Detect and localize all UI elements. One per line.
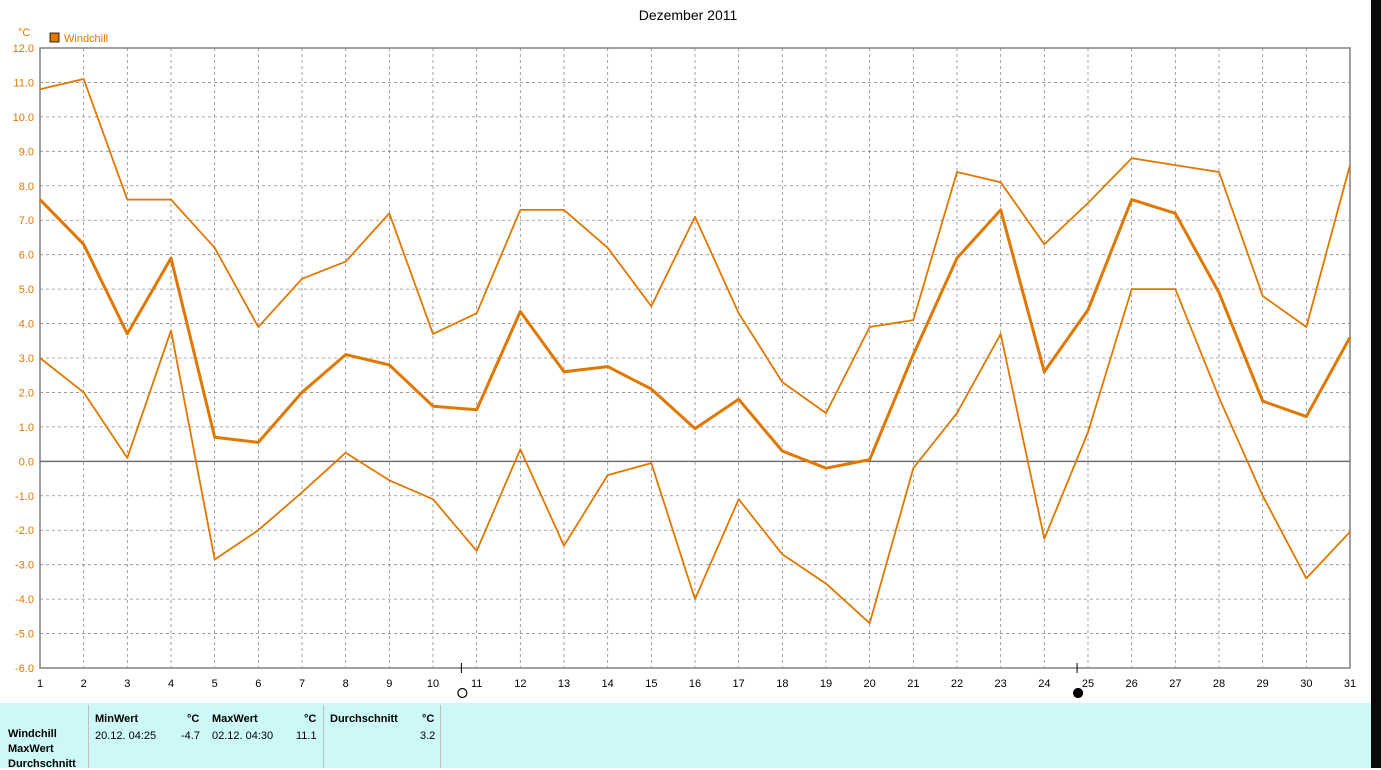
y-tick-label: 2.0 [19, 387, 34, 399]
y-axis-unit: °C [18, 27, 30, 39]
x-tick-label: 2 [81, 678, 87, 690]
x-tick-label: 18 [776, 678, 788, 690]
avg-value: 3.2 [420, 730, 436, 742]
x-tick-label: 17 [733, 678, 745, 690]
chart-canvas: Dezember 2011 °C Windchill 12.011.010.09… [13, 7, 1356, 699]
grid [39, 47, 1351, 669]
x-tick-label: 16 [689, 678, 701, 690]
stats-row-maxwert: MaxWert [8, 743, 54, 755]
x-tick-label: 8 [343, 678, 349, 690]
x-tick-label: 28 [1213, 678, 1225, 690]
chart-title: Dezember 2011 [639, 7, 738, 23]
x-tick-label: 9 [386, 678, 392, 690]
y-tick-label: 0.0 [19, 456, 34, 468]
x-tick-label: 6 [255, 678, 261, 690]
y-tick-label: -5.0 [15, 629, 34, 641]
x-tick-label: 3 [124, 678, 130, 690]
x-tick-label: 25 [1082, 678, 1094, 690]
stats-row-durchschnitt: Durchschnitt [8, 758, 76, 770]
y-tick-label: 4.0 [19, 319, 34, 331]
x-tick-label: 10 [427, 678, 439, 690]
y-tick-label: -1.0 [15, 491, 34, 503]
window-edge [1371, 0, 1381, 768]
x-tick-label: 23 [995, 678, 1007, 690]
max-stat-box: MaxWert °C 02.12. 04:30 11.1 [206, 705, 324, 768]
x-tick-label: 24 [1038, 678, 1050, 690]
min-header: MinWert [95, 713, 139, 725]
x-tick-label: 22 [951, 678, 963, 690]
x-tick-label: 27 [1169, 678, 1181, 690]
x-tick-label: 7 [299, 678, 305, 690]
y-tick-label: 10.0 [13, 112, 34, 124]
x-tick-label: 20 [864, 678, 876, 690]
x-tick-label: 15 [645, 678, 657, 690]
y-tick-label: 8.0 [19, 181, 34, 193]
x-tick-label: 5 [212, 678, 218, 690]
x-tick-label: 13 [558, 678, 570, 690]
max-when: 02.12. 04:30 [212, 730, 274, 742]
y-tick-label: 11.0 [13, 77, 34, 89]
y-tick-label: -6.0 [15, 663, 34, 675]
x-tick-label: 30 [1300, 678, 1312, 690]
moon-markers [457, 663, 1084, 699]
avg-unit: °C [422, 713, 435, 725]
y-tick-label: 7.0 [19, 215, 34, 227]
y-tick-label: 12.0 [13, 43, 34, 55]
x-tick-label: 12 [514, 678, 526, 690]
legend-swatch [49, 32, 60, 43]
x-tick-label: 11 [471, 678, 482, 690]
x-tick-label: 19 [820, 678, 832, 690]
x-tick-label: 1 [37, 678, 43, 690]
x-tick-label: 4 [168, 678, 174, 690]
full-moon-icon [457, 687, 468, 699]
stats-row-windchill: Windchill [8, 728, 57, 740]
y-tick-label: -2.0 [15, 525, 34, 537]
x-tick-label: 29 [1257, 678, 1269, 690]
legend-label: Windchill [64, 33, 108, 45]
y-tick-label: 9.0 [19, 146, 34, 158]
x-tick-label: 26 [1126, 678, 1138, 690]
y-axis-ticks: 12.0 11.0 10.0 9.0 8.0 7.0 6.0 5.0 4.0 3.0 2.0 1.0 0… [13, 43, 34, 675]
series-min-line [39, 288, 1351, 625]
series-lines [38, 78, 1352, 625]
x-tick-label: 14 [602, 678, 614, 690]
y-tick-label: 1.0 [19, 422, 34, 434]
new-moon-icon [1072, 687, 1084, 699]
max-unit: °C [304, 713, 317, 725]
series-avg-line [38, 198, 1352, 470]
min-stat-box: MinWert °C 20.12. 04:25 -4.7 [88, 705, 207, 768]
min-when: 20.12. 04:25 [95, 730, 157, 742]
y-tick-label: 6.0 [19, 250, 34, 262]
y-tick-label: -4.0 [15, 594, 34, 606]
max-value: 11.1 [296, 730, 317, 742]
min-value: -4.7 [181, 730, 200, 742]
avg-stat-box: Durchschnitt °C 3.2 [324, 705, 441, 768]
y-tick-label: -3.0 [15, 560, 34, 572]
min-unit: °C [187, 713, 200, 725]
avg-header: Durchschnitt [330, 713, 398, 725]
y-tick-label: 5.0 [19, 284, 34, 296]
y-tick-label: 3.0 [19, 353, 34, 365]
x-axis-ticks: 1 2 3 4 5 6 7 8 9 10 11 12 13 14 15 16 17 18 19 20 21 22 23 24 2… [37, 678, 1356, 690]
x-tick-label: 31 [1344, 678, 1356, 690]
x-tick-label: 21 [907, 678, 919, 690]
series-max-line [39, 78, 1351, 415]
max-header: MaxWert [212, 713, 258, 725]
